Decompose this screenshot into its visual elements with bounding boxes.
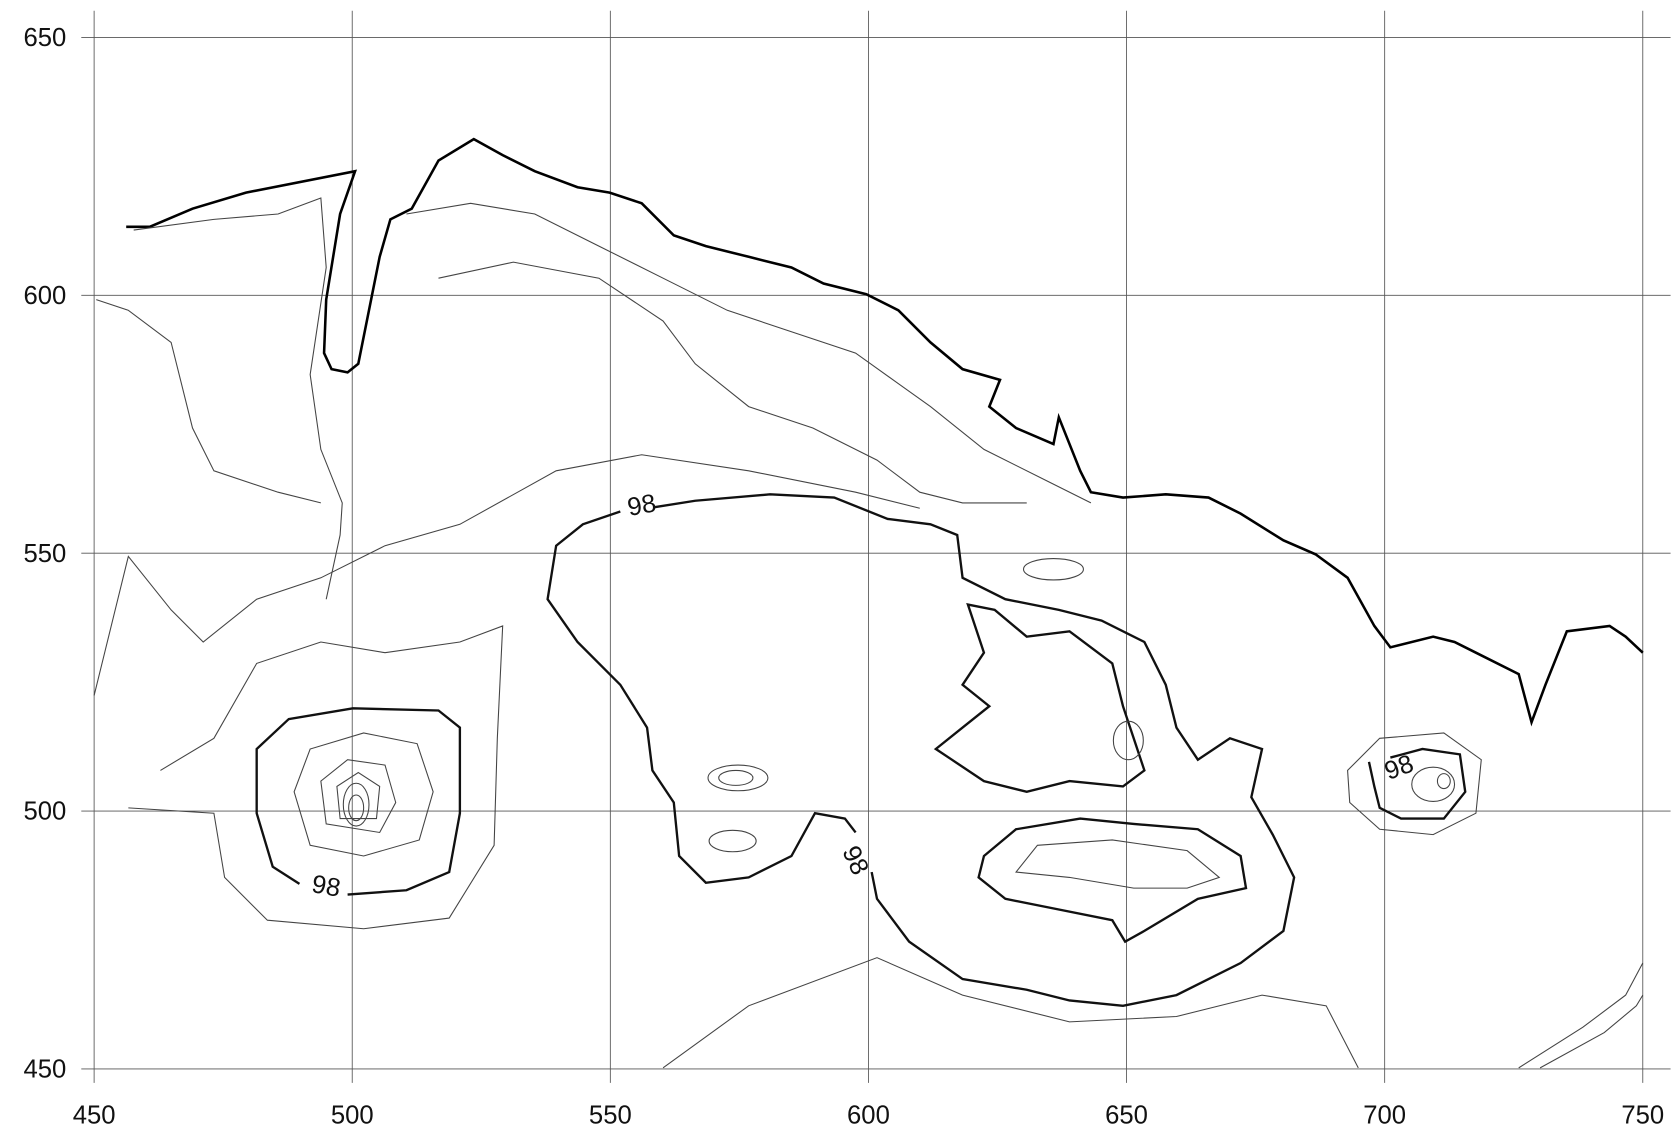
contour-line [709,830,756,851]
contour-labels: 98 98 98 98 [310,489,1418,902]
contour-line [663,958,1358,1068]
contour-line [1113,721,1143,760]
contour-line [94,455,920,696]
contour-line [439,262,1027,503]
x-tick-label: 550 [589,1102,632,1130]
y-tick-label: 650 [24,24,67,52]
y-tick-label: 500 [24,798,67,826]
contour-line-98 [548,494,1295,1005]
x-tick-label: 600 [847,1102,890,1130]
page: {"map": {"type": "contour", "xlim": [450… [0,0,1677,1131]
coastline [126,139,1643,722]
contour-line [349,795,364,821]
x-tick-label: 650 [1105,1102,1148,1130]
contour-label: 98 [625,489,658,522]
x-tick-label: 700 [1363,1102,1406,1130]
contour-line [134,198,343,599]
contour-line [1412,767,1455,801]
contour-line [1016,840,1219,888]
y-tick-label: 550 [24,540,67,568]
contour-line [719,770,753,785]
contour-line-98 [257,708,460,894]
x-tick-label: 750 [1621,1102,1664,1130]
x-tick-label: 500 [331,1102,374,1130]
contour-line [1024,559,1084,580]
contour-line [1540,995,1643,1068]
grid: 450 500 550 600 650 700 750 450 500 550 600 650 [24,11,1671,1130]
contour-line [294,733,433,856]
contour-label: 98 [310,870,343,903]
contour-line [708,765,768,791]
contour-line [1437,774,1450,789]
y-tick-label: 450 [24,1055,67,1083]
y-tick-label: 600 [24,282,67,310]
contour-line [96,300,321,503]
contour-line-98 [979,819,1246,942]
x-tick-label: 450 [73,1102,116,1130]
contour-map: 450 500 550 600 650 700 750 450 500 550 600 650 98 [0,0,1677,1131]
contour-line [406,203,1090,503]
contour-line [343,783,369,826]
contour-line-98 [936,605,1145,792]
